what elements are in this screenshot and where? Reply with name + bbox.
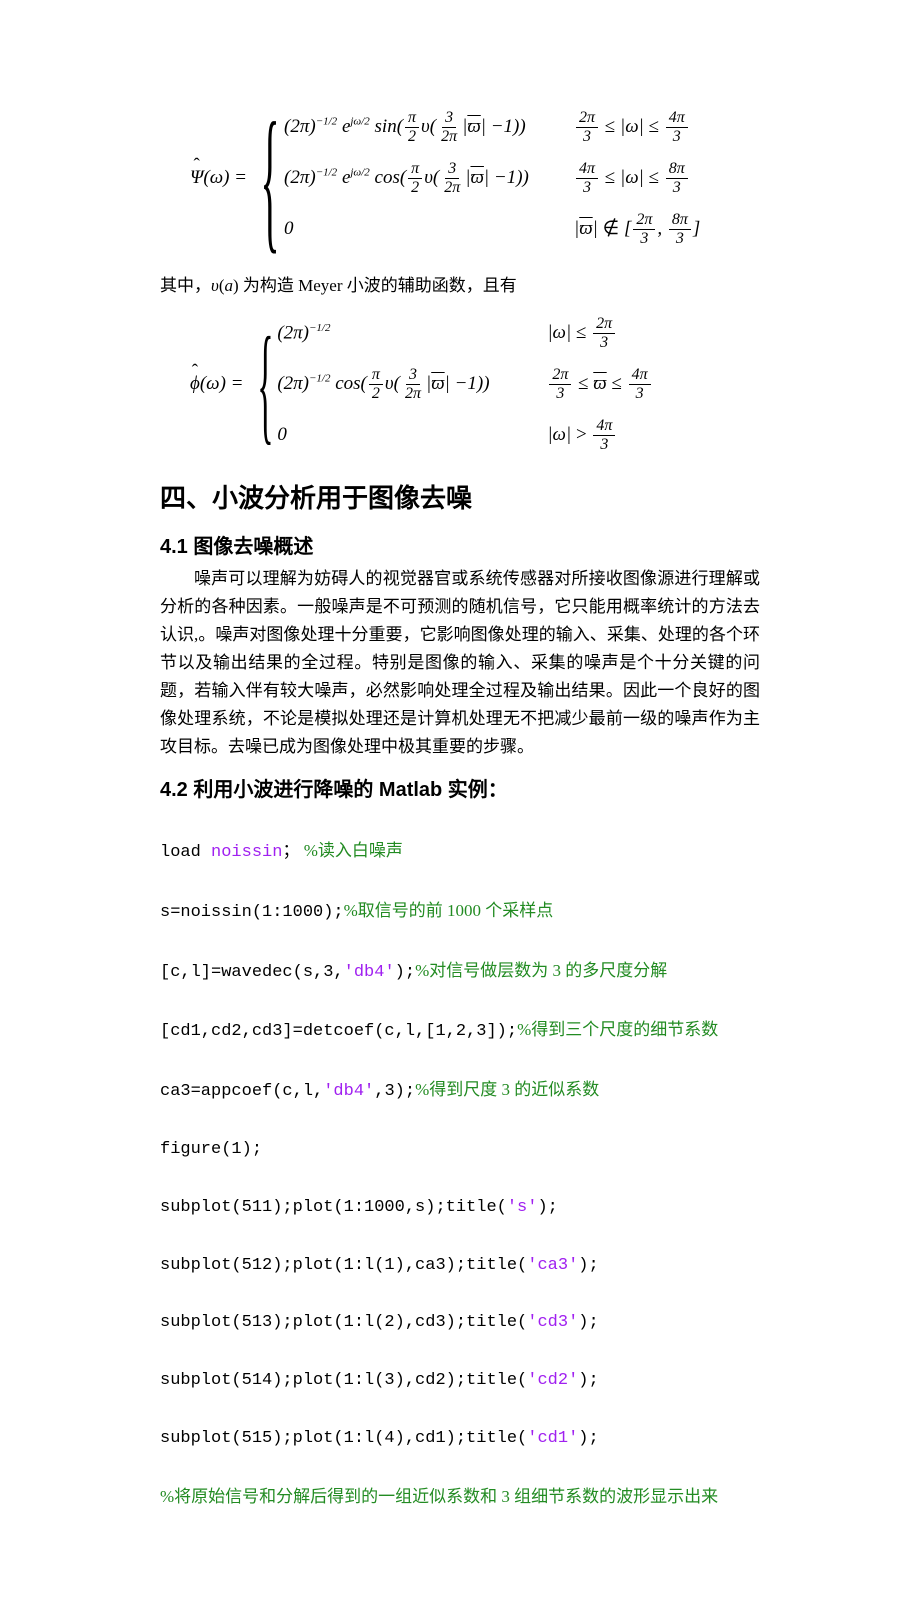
subsection-heading-4-2: 4.2 利用小波进行降噪的 Matlab 实例： (160, 773, 760, 802)
paragraph-meyer-desc: 其中，υ(a) 为构造 Meyer 小波的辅助函数，且有 (160, 272, 760, 301)
body-paragraph-denoise-overview: 噪声可以理解为妨碍人的视觉器官或系统传感器对所接收图像源进行理解或分析的各种因素… (160, 565, 760, 761)
equation-psi: Ψ(ω) = { (2π)−1/2 ejω/2 sin(π2υ(32π|ϖ| −… (160, 110, 760, 247)
section-heading-4: 四、小波分析用于图像去噪 (160, 478, 760, 515)
matlab-code-block: load noissin； %读入白噪声 s=noissin(1:1000);%… (160, 808, 760, 1542)
equation-phi: ϕ(ω) = { (2π)−1/2 |ω| ≤ 2π3 (2π)−1/2 cos… (160, 316, 760, 453)
subsection-heading-4-1: 4.1 图像去噪概述 (160, 530, 760, 559)
